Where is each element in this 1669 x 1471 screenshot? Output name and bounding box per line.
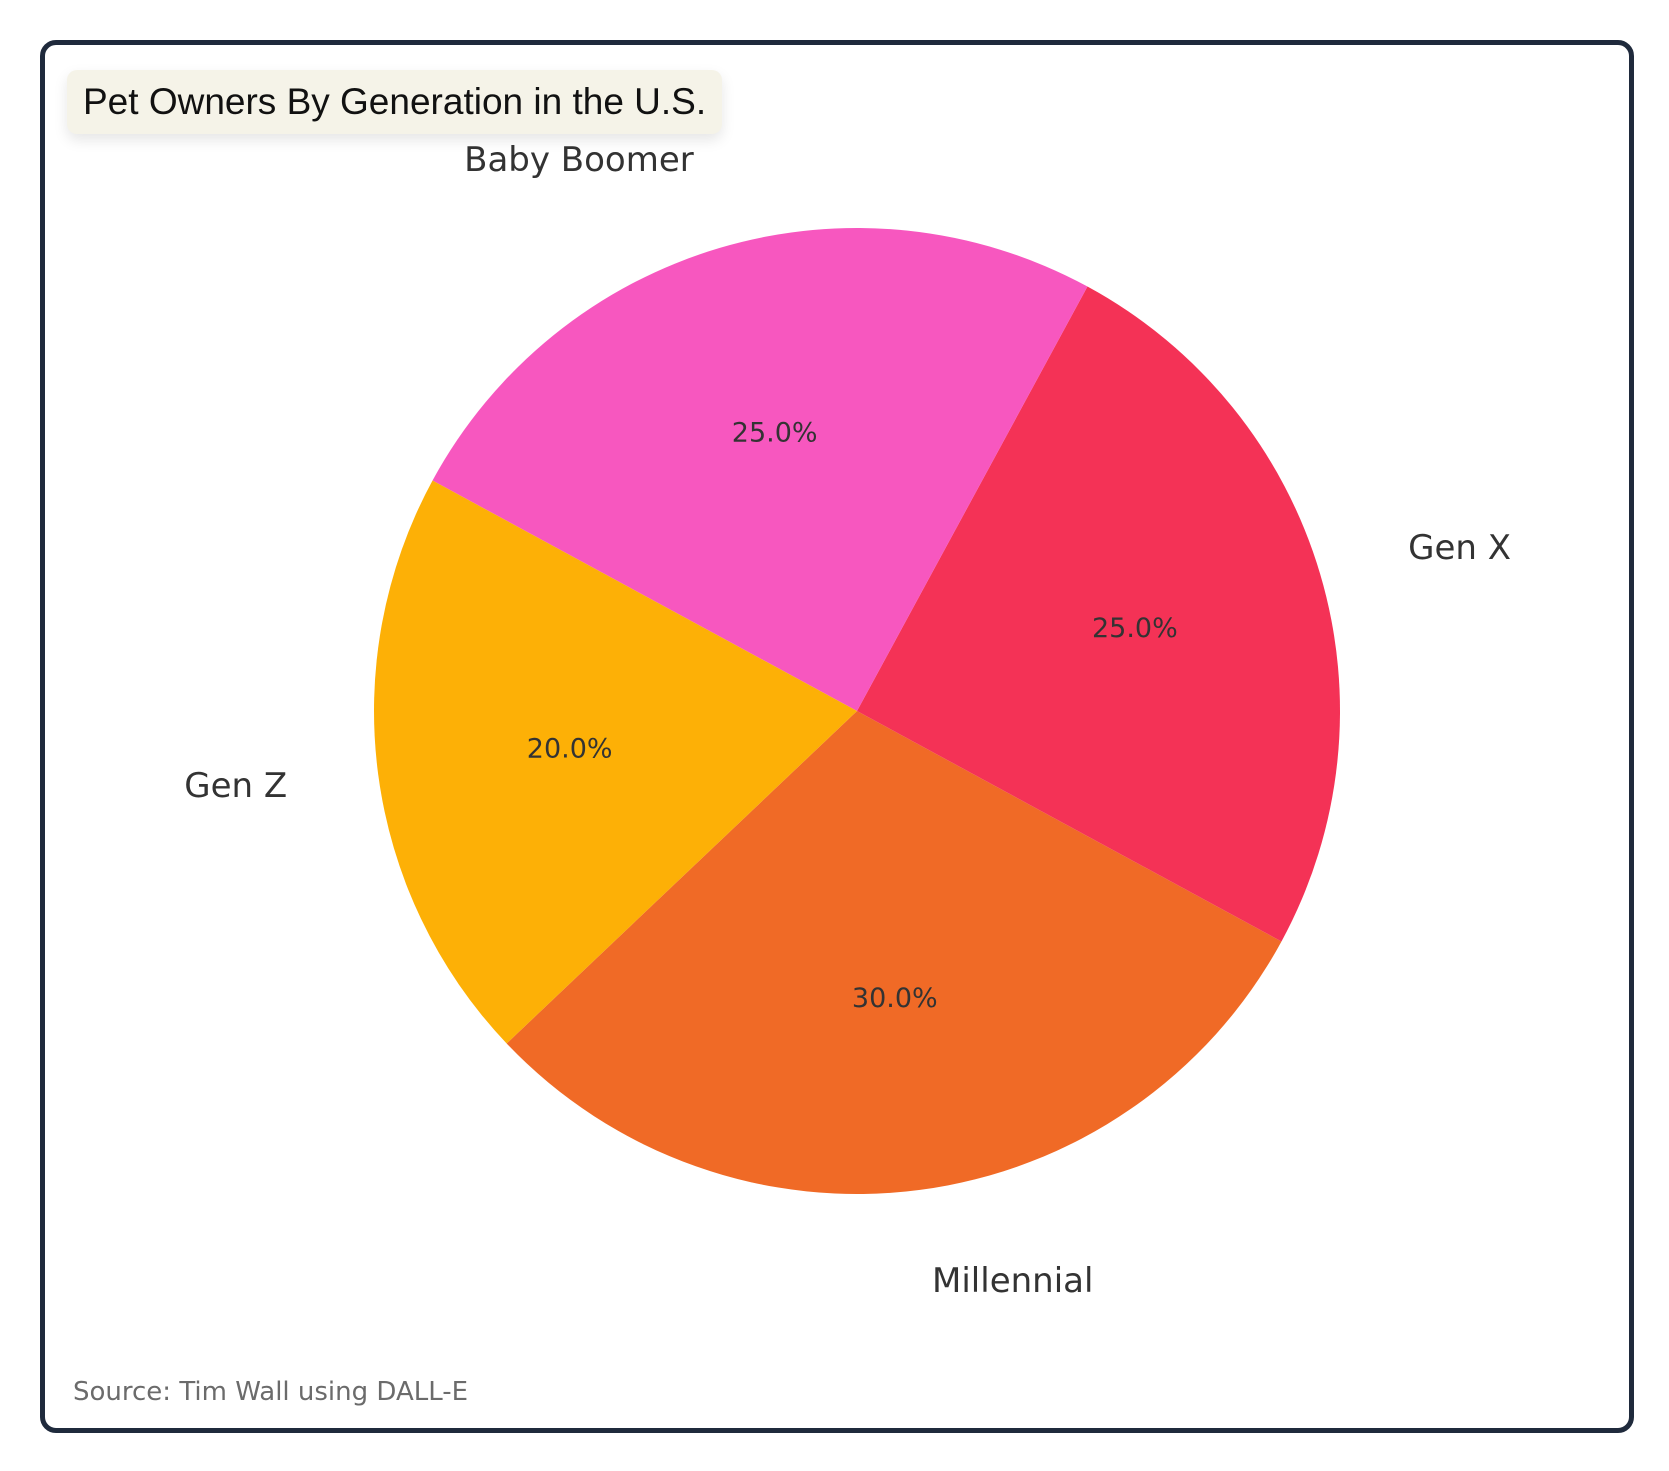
chart-title: Pet Owners By Generation in the U.S. — [67, 70, 723, 134]
pie-slice-gen-z — [374, 480, 857, 1044]
category-label-gen-x: Gen X — [1408, 528, 1511, 568]
pct-label-millennial: 30.0% — [852, 983, 938, 1014]
pie-chart: 30.0% Millennial 25.0% Gen X 25.0% Baby Boome… — [184, 140, 1511, 1301]
pct-label-baby-boomer: 25.0% — [732, 418, 818, 449]
category-label-millennial: Millennial — [932, 1261, 1093, 1301]
pct-label-gen-z: 20.0% — [527, 733, 613, 764]
category-label-gen-z: Gen Z — [184, 766, 287, 806]
source-caption: Source: Tim Wall using DALL-E — [73, 1377, 469, 1407]
pie-slice-millennial — [506, 711, 1282, 1195]
chart-card: 30.0% Millennial 25.0% Gen X 25.0% Baby Boome… — [40, 40, 1634, 1433]
pie-slice-gen-x — [857, 286, 1340, 942]
pct-label-gen-x: 25.0% — [1092, 613, 1178, 644]
category-label-baby-boomer: Baby Boomer — [464, 140, 694, 180]
source-underline — [73, 1428, 505, 1430]
pie-slice-baby-boomer — [432, 228, 1088, 712]
